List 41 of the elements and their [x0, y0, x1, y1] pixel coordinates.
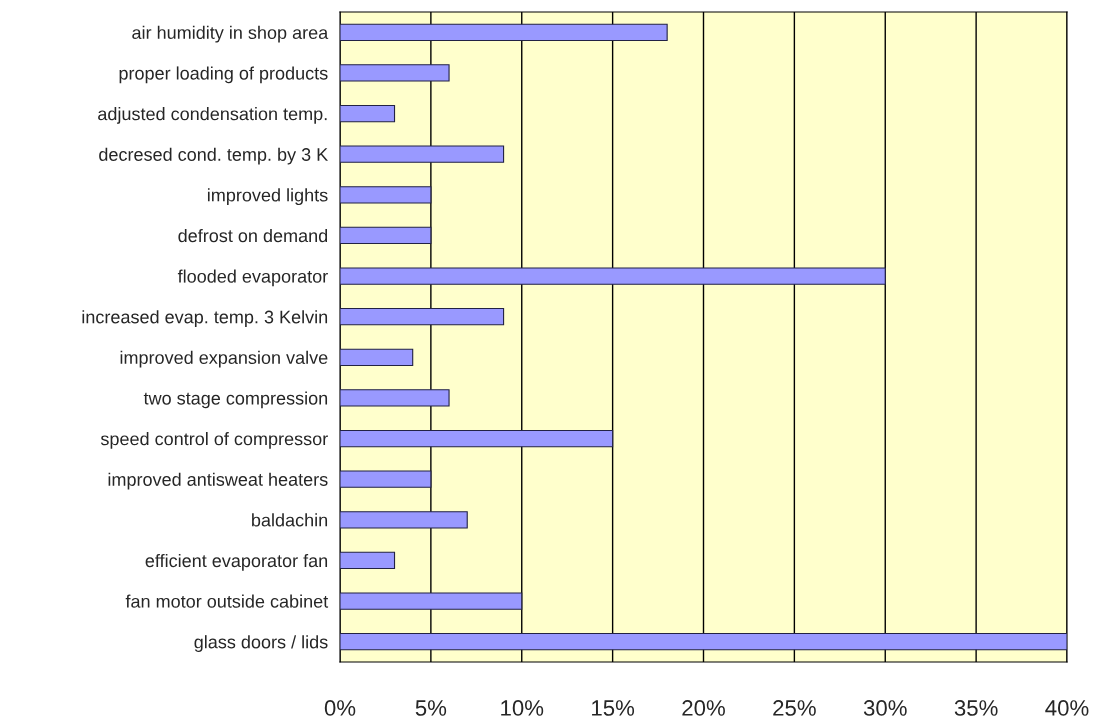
- y-tick-label: speed control of compressor: [100, 432, 328, 449]
- x-tick-label: 35%: [954, 700, 998, 716]
- bar: [340, 389, 450, 407]
- y-tick-label: fan motor outside cabinet: [125, 594, 329, 608]
- x-tick-label: 5%: [415, 700, 447, 716]
- bar: [340, 470, 432, 488]
- y-tick-label: improved expansion valve: [120, 350, 328, 368]
- bar: [340, 23, 668, 41]
- x-tick-label: 20%: [682, 700, 725, 716]
- y-tick-label: efficient evaporator fan: [145, 553, 328, 571]
- bar: [340, 104, 396, 123]
- y-tick-label: decresed cond. temp. by 3 K: [99, 147, 329, 165]
- x-tick-label: 0%: [324, 700, 356, 716]
- bar: [340, 551, 396, 570]
- bar: [340, 64, 450, 82]
- y-tick-label: defrost on demand: [178, 228, 328, 243]
- x-tick-label: 25%: [773, 700, 816, 716]
- x-tick-label: 15%: [592, 700, 635, 716]
- y-tick-label: improved lights: [207, 188, 328, 206]
- bar: [340, 267, 886, 285]
- x-tick-label: 30%: [863, 700, 907, 716]
- bar: [340, 511, 468, 529]
- bar: [340, 186, 432, 204]
- y-tick-label: proper loading of products: [119, 66, 328, 84]
- bar: [340, 633, 1067, 651]
- y-tick-label: adjusted condensation temp.: [98, 107, 327, 124]
- bar: [340, 348, 414, 366]
- bar: [340, 429, 614, 448]
- bar: [340, 308, 505, 326]
- y-tick-label: baldachin: [252, 513, 328, 527]
- y-tick-label: flooded evaporator: [177, 269, 328, 287]
- bar: [340, 592, 523, 610]
- y-tick-label: improved antisweat heaters: [108, 472, 328, 490]
- bar: [340, 226, 432, 245]
- x-tick-label: 40%: [1045, 700, 1089, 716]
- y-tick-label: increased evap. temp. 3 Kelvin: [82, 310, 328, 327]
- y-tick-label: two stage compression: [143, 391, 328, 409]
- y-tick-label: glass doors / lids: [194, 635, 328, 652]
- x-tick-label: 10%: [501, 700, 544, 716]
- y-tick-label: air humidity in shop area: [132, 25, 329, 43]
- bar: [340, 145, 505, 163]
